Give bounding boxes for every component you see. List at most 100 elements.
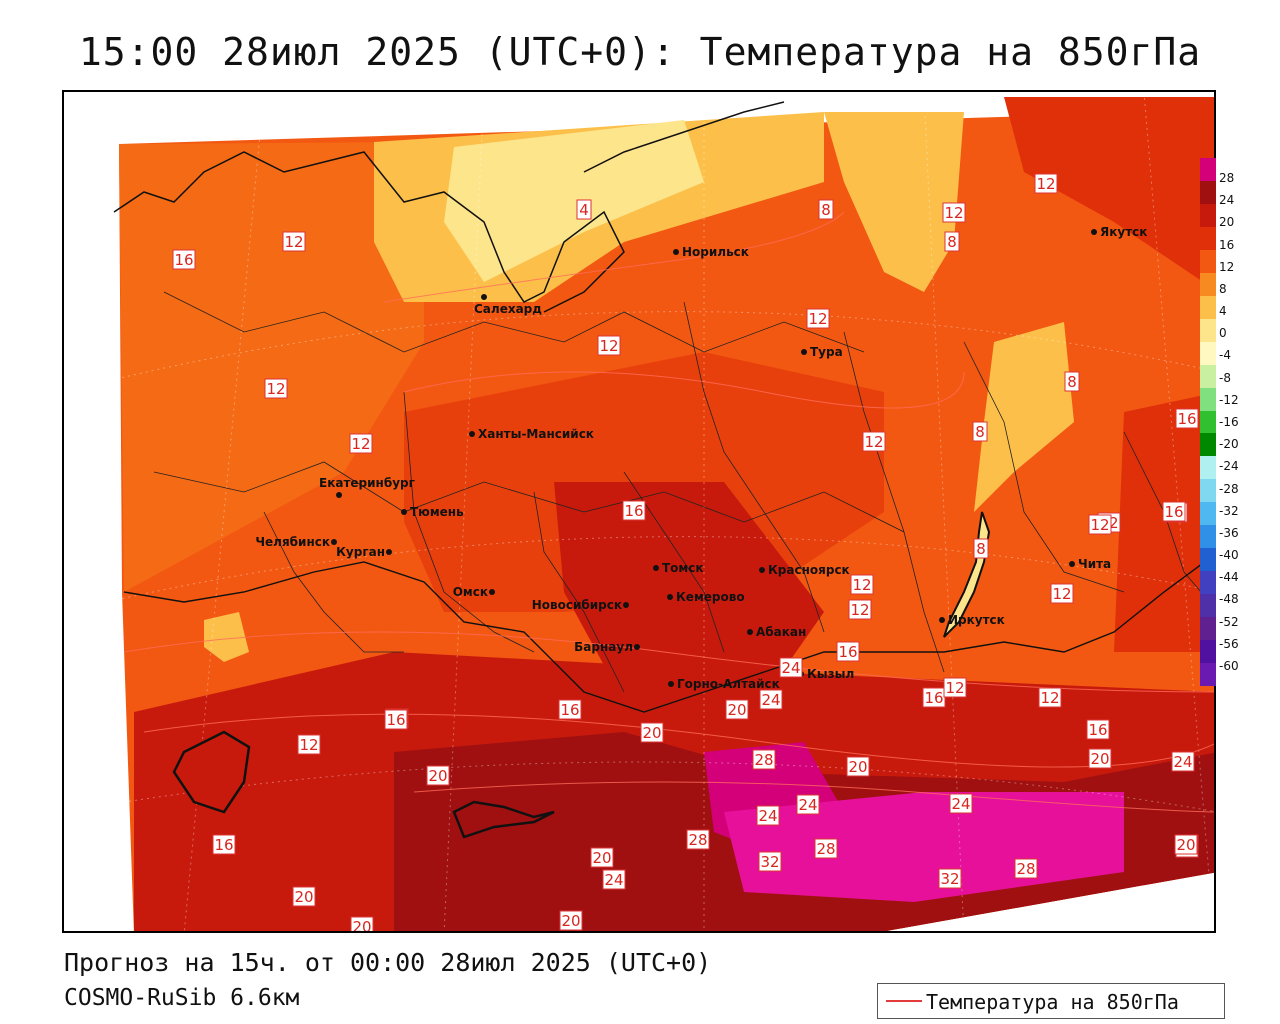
map-title: 15:00 28июл 2025 (UTC+0): Температура на… bbox=[78, 30, 1202, 74]
svg-text:24: 24 bbox=[1173, 753, 1192, 771]
map-frame: Норильск Якутск Салехард Тура Ханты-Мансийск… bbox=[62, 90, 1216, 933]
city-marker: Кемерово bbox=[667, 590, 745, 604]
colorbar-segment bbox=[1200, 594, 1216, 618]
city-marker: Томск bbox=[653, 561, 704, 575]
city-dot bbox=[673, 249, 679, 255]
svg-text:12: 12 bbox=[1090, 516, 1109, 534]
svg-text:4: 4 bbox=[579, 201, 589, 219]
colorbar-segment bbox=[1200, 158, 1216, 181]
colorbar-tick-label: -36 bbox=[1219, 525, 1239, 540]
svg-text:16: 16 bbox=[838, 643, 857, 661]
svg-text:16: 16 bbox=[1088, 721, 1107, 739]
city-label: Новосибирск bbox=[532, 598, 622, 612]
isotherm-value-label: 4 bbox=[576, 199, 592, 220]
svg-text:24: 24 bbox=[781, 659, 800, 677]
isotherm-value-label: 12 bbox=[282, 231, 306, 252]
isotherm-value-label: 16 bbox=[1162, 501, 1186, 522]
colorbar-tick-label: 4 bbox=[1219, 304, 1227, 319]
colorbar-segment bbox=[1200, 525, 1216, 549]
city-label: Барнаул bbox=[574, 640, 633, 654]
isotherm-value-label: 16 bbox=[1175, 408, 1199, 429]
colorbar-tick-label: -32 bbox=[1219, 503, 1239, 518]
city-label: Кызыл bbox=[807, 667, 854, 681]
svg-text:8: 8 bbox=[975, 423, 985, 441]
isotherm-value-label: 12 bbox=[848, 599, 872, 620]
taymyr-coastline bbox=[583, 101, 785, 173]
city-marker: Челябинск bbox=[255, 535, 337, 549]
colorbar-tick-label: 24 bbox=[1219, 193, 1235, 208]
city-marker: Новосибирск bbox=[532, 598, 629, 612]
city-marker: Абакан bbox=[747, 625, 806, 639]
isotherm-value-label: 20 bbox=[640, 722, 664, 743]
svg-text:20: 20 bbox=[592, 849, 611, 867]
isotherm-value-label: 12 bbox=[1034, 173, 1058, 194]
isotherm-value-label: 12 bbox=[1088, 514, 1112, 535]
isotherm-value-label: 8 bbox=[1064, 371, 1080, 392]
svg-text:12: 12 bbox=[266, 380, 285, 398]
colorbar-segment bbox=[1200, 272, 1216, 296]
isotherm-value-label: 12 bbox=[806, 308, 830, 329]
field-baikal-yellow bbox=[974, 322, 1074, 512]
svg-text:28: 28 bbox=[1016, 860, 1035, 878]
isotherm-value-label: 20 bbox=[725, 699, 749, 720]
city-dot bbox=[759, 567, 765, 573]
colorbar-segment bbox=[1200, 387, 1216, 411]
colorbar-segment bbox=[1200, 226, 1216, 250]
svg-text:8: 8 bbox=[947, 233, 957, 251]
svg-text:20: 20 bbox=[848, 758, 867, 776]
city-marker: Иркутск bbox=[939, 613, 1005, 627]
isotherm-value-label: 8 bbox=[972, 421, 988, 442]
colorbar-tick-label: -40 bbox=[1219, 548, 1239, 563]
colorbar-segment bbox=[1200, 456, 1216, 480]
city-marker: Чита bbox=[1069, 557, 1111, 571]
city-label: Омск bbox=[453, 585, 488, 599]
colorbar-segment bbox=[1200, 502, 1216, 526]
svg-text:12: 12 bbox=[808, 310, 827, 328]
colorbar-segment bbox=[1200, 433, 1216, 457]
colorbar-tick-label: -24 bbox=[1219, 459, 1239, 474]
isotherm-value-label: 20 bbox=[846, 756, 870, 777]
isotherm-value-label: 8 bbox=[944, 231, 960, 252]
svg-text:28: 28 bbox=[816, 840, 835, 858]
city-marker: Норильск bbox=[673, 245, 749, 259]
city-label: Якутск bbox=[1100, 225, 1147, 239]
city-marker: Тура bbox=[801, 345, 843, 359]
city-marker: Омск bbox=[453, 585, 495, 599]
model-name: COSMO-RuSib 6.6км bbox=[64, 985, 300, 1011]
city-dot bbox=[801, 349, 807, 355]
svg-text:12: 12 bbox=[852, 576, 871, 594]
colorbar-tick-label: 16 bbox=[1219, 237, 1235, 252]
city-label: Красноярск bbox=[768, 563, 850, 577]
colorbar-tick-label: -48 bbox=[1219, 592, 1239, 607]
temperature-map: Норильск Якутск Салехард Тура Ханты-Мансийск… bbox=[64, 92, 1214, 931]
svg-text:32: 32 bbox=[760, 853, 779, 871]
city-label: Чита bbox=[1078, 557, 1111, 571]
svg-text:12: 12 bbox=[1036, 175, 1055, 193]
city-dot bbox=[331, 539, 337, 545]
svg-text:20: 20 bbox=[1176, 836, 1195, 854]
isotherm-value-label: 32 bbox=[938, 868, 962, 889]
isotherm-value-label: 24 bbox=[756, 805, 780, 826]
svg-text:20: 20 bbox=[642, 724, 661, 742]
isotherm-value-label: 12 bbox=[943, 677, 967, 698]
city-label: Ханты-Мансийск bbox=[478, 427, 594, 441]
colorbar-tick-label: -28 bbox=[1219, 481, 1239, 496]
svg-text:32: 32 bbox=[940, 870, 959, 888]
svg-text:16: 16 bbox=[924, 689, 943, 707]
svg-text:16: 16 bbox=[1177, 410, 1196, 428]
svg-text:12: 12 bbox=[1040, 689, 1059, 707]
city-label: Горно-Алтайск bbox=[677, 677, 780, 691]
colorbar-segment bbox=[1200, 295, 1216, 319]
svg-text:8: 8 bbox=[976, 540, 986, 558]
field-ne-8 bbox=[824, 112, 964, 292]
city-label: Томск bbox=[662, 561, 704, 575]
isotherm-value-label: 16 bbox=[384, 709, 408, 730]
city-dot bbox=[653, 565, 659, 571]
isotherm-value-label: 16 bbox=[558, 699, 582, 720]
svg-text:16: 16 bbox=[174, 251, 193, 269]
city-label: Тюмень bbox=[410, 505, 464, 519]
svg-text:24: 24 bbox=[951, 795, 970, 813]
city-label: Екатеринбург bbox=[319, 476, 415, 490]
colorbar-tick-label: 0 bbox=[1219, 326, 1227, 341]
isotherm-value-label: 28 bbox=[752, 749, 776, 770]
